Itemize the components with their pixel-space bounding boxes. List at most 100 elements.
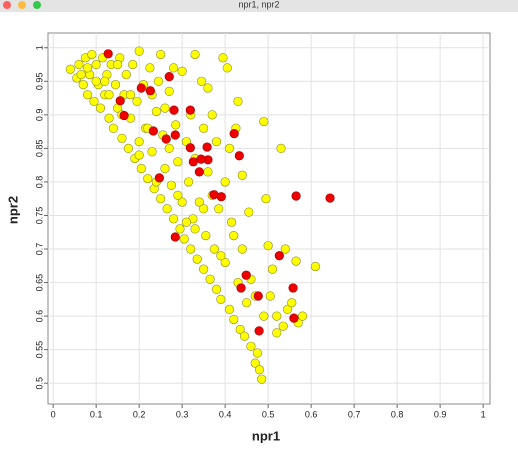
- point: [164, 143, 174, 153]
- point: [132, 96, 142, 107]
- x-tick-label: 0.2: [133, 409, 146, 419]
- point: [177, 197, 187, 207]
- point: [261, 194, 271, 204]
- point: [244, 207, 254, 217]
- y-tick-label: 0.55: [34, 341, 44, 359]
- zoom-button[interactable]: [33, 1, 41, 9]
- point: [169, 105, 179, 115]
- x-tick-label: 0.4: [219, 409, 232, 419]
- point: [173, 157, 183, 167]
- point: [74, 59, 84, 70]
- point: [161, 134, 171, 144]
- point: [171, 120, 181, 130]
- point: [310, 261, 321, 272]
- point: [104, 113, 114, 123]
- point: [177, 66, 187, 76]
- y-tick-label: 0.85: [34, 140, 44, 158]
- point: [185, 105, 195, 115]
- point: [272, 328, 282, 338]
- point: [199, 264, 209, 274]
- point: [78, 80, 88, 90]
- point: [181, 217, 192, 227]
- point: [235, 324, 245, 335]
- point: [190, 224, 200, 234]
- point: [134, 150, 144, 160]
- point: [222, 63, 232, 73]
- point: [91, 59, 101, 70]
- point: [220, 177, 230, 187]
- point: [147, 147, 157, 157]
- y-tick-label: 1: [34, 45, 44, 50]
- point: [276, 143, 286, 153]
- point: [87, 49, 97, 60]
- point: [259, 311, 269, 321]
- y-tick-label: 0.95: [34, 73, 44, 91]
- point: [123, 143, 134, 153]
- point: [192, 254, 202, 264]
- point: [254, 365, 265, 375]
- minimize-button[interactable]: [18, 1, 26, 9]
- point: [143, 173, 153, 184]
- x-tick-label: 0.8: [391, 409, 404, 419]
- point: [103, 49, 113, 59]
- x-tick-label: 0.1: [90, 409, 103, 419]
- x-tick-label: 0.9: [434, 409, 447, 419]
- point: [134, 137, 144, 147]
- point: [229, 231, 239, 241]
- point: [199, 123, 209, 133]
- point: [233, 96, 243, 107]
- point: [82, 63, 93, 73]
- y-tick-label: 0.5: [34, 377, 44, 390]
- point: [175, 224, 185, 234]
- point: [229, 129, 239, 139]
- point: [203, 167, 213, 177]
- point: [216, 294, 226, 304]
- point: [218, 53, 228, 63]
- point: [263, 241, 273, 251]
- point: [259, 116, 269, 127]
- point: [325, 193, 335, 203]
- point: [145, 86, 155, 96]
- x-tick-label: 0.6: [305, 409, 318, 419]
- point: [160, 103, 170, 113]
- point: [164, 72, 174, 82]
- point: [196, 154, 206, 164]
- x-axis-label: npr1: [252, 428, 280, 443]
- point: [170, 130, 180, 140]
- point: [257, 374, 267, 384]
- point: [234, 151, 244, 161]
- point: [291, 256, 301, 266]
- point: [168, 63, 179, 73]
- point: [179, 234, 189, 244]
- point: [148, 126, 158, 136]
- point: [82, 90, 93, 100]
- point: [202, 142, 212, 152]
- point: [242, 298, 252, 308]
- point: [250, 358, 260, 368]
- point: [224, 143, 235, 153]
- point: [113, 59, 123, 70]
- point: [108, 123, 118, 133]
- point: [164, 86, 174, 96]
- y-tick-label: 0.8: [34, 176, 44, 189]
- point: [297, 311, 308, 321]
- point: [205, 274, 215, 284]
- y-tick-label: 0.9: [34, 109, 44, 122]
- point: [162, 204, 172, 214]
- point: [237, 244, 247, 254]
- x-tick-label: 0.7: [348, 409, 361, 419]
- point: [237, 170, 247, 180]
- point: [153, 76, 164, 86]
- point: [278, 321, 288, 331]
- window-title: npr1, npr2: [238, 0, 279, 9]
- point: [280, 244, 290, 254]
- point: [76, 69, 86, 80]
- point: [199, 204, 209, 214]
- point: [151, 106, 161, 117]
- point: [134, 46, 144, 56]
- x-tick-label: 0.3: [176, 409, 189, 419]
- point: [267, 264, 278, 274]
- close-button[interactable]: [3, 1, 11, 9]
- point: [89, 96, 99, 107]
